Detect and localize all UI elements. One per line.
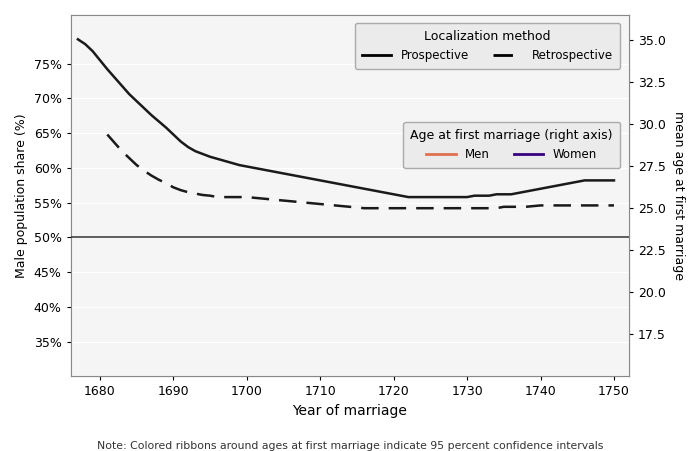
Y-axis label: mean age at first marriage: mean age at first marriage <box>672 111 685 280</box>
Y-axis label: Male population share (%): Male population share (%) <box>15 113 28 278</box>
Legend: Men, Women: Men, Women <box>403 122 620 168</box>
X-axis label: Year of marriage: Year of marriage <box>292 404 407 418</box>
Text: Note: Colored ribbons around ages at first marriage indicate 95 percent confiden: Note: Colored ribbons around ages at fir… <box>97 441 603 451</box>
